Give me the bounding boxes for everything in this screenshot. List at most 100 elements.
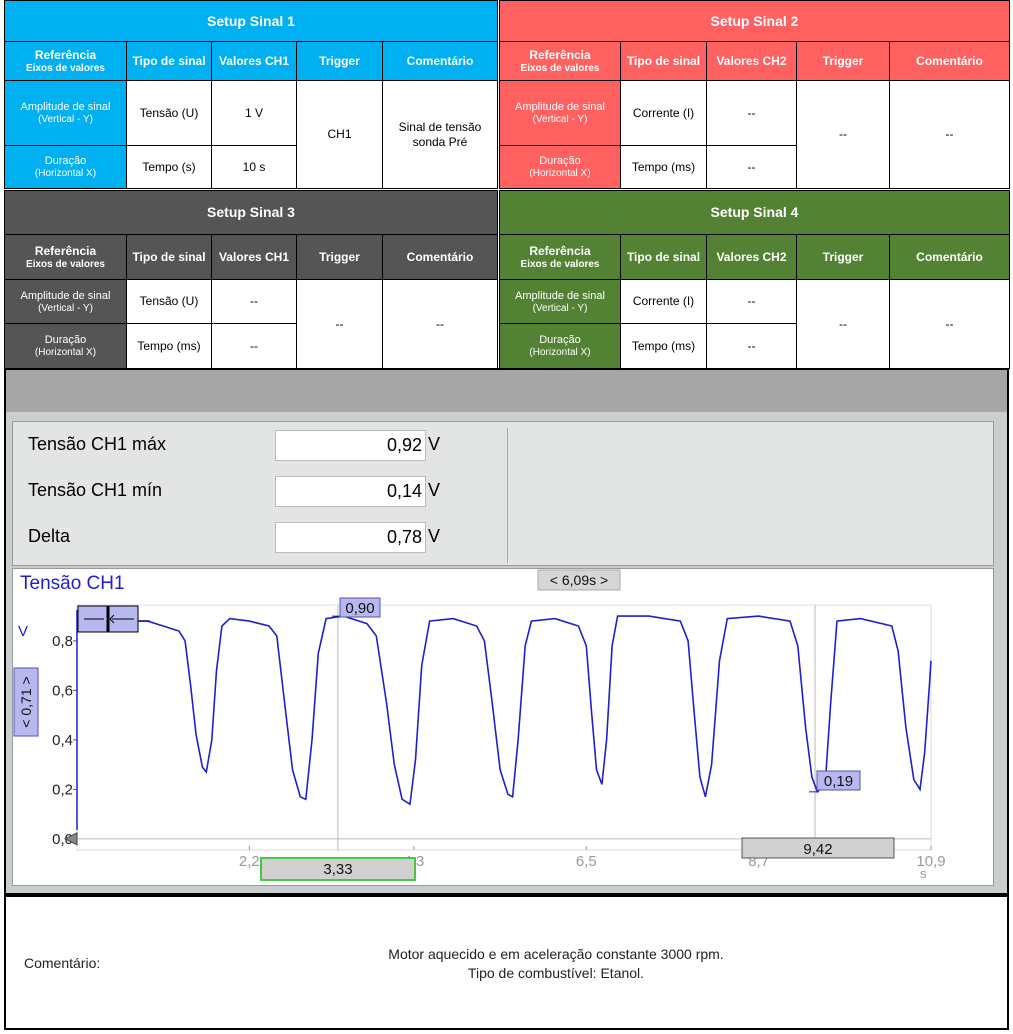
cell-text: Tipo de sinal [626,249,701,264]
chart-panel [12,568,994,886]
x-tick-label: 6,5 [576,853,597,870]
type-cell: Tensão (U) [126,80,212,146]
cell-text: Comentário [406,53,474,68]
cell-text: Comentário [916,249,983,264]
cell-text: Tempo (ms) [631,159,696,174]
cell-title: Duração [539,155,581,167]
cell-text: Comentário [916,53,983,68]
header-cell: Valores CH1 [211,234,297,280]
measure-unit: V [428,480,441,500]
cell-text: Valores CH2 [716,249,787,264]
cell-text: Trigger [319,53,360,68]
plot-frame [76,604,932,851]
cell-title: Duração [539,334,581,346]
cell-text: -- [250,338,258,353]
cell-sub: Eixos de valores [26,62,105,74]
cell-title: Amplitude de sinal [515,101,605,113]
measure-value: 0,92 [275,430,426,461]
cell-text: Setup Sinal 4 [710,204,799,220]
cursor-x-box [741,837,895,859]
y-tick-label: 0,2 [52,781,73,798]
delta-y-label: < 0,71 > [18,676,34,727]
cell-title: Duração [44,334,87,346]
cell-text: Tempo (ms) [631,338,696,353]
row-label: Amplitude de sinal (Vertical - Y) [4,279,127,324]
chart: Tensão CH1Vs0,00,20,40,60,82,24,36,58,71… [13,569,946,881]
cursor-y-label: 0,19 [824,773,853,790]
header-cell: Trigger [296,41,383,81]
cell-text: CH1 [327,127,352,141]
cell-line: -- [945,127,954,141]
cell-text: Setup Sinal 3 [207,204,295,220]
header-cell: Tipo de sinal [620,234,707,280]
measure-unit: V [428,434,441,454]
type-cell: Tempo (s) [126,145,212,189]
cell-text: Setup Sinal 1 [207,12,295,29]
header-cell: Tipo de sinal [126,41,212,81]
cell-text: Tipo de sinal [626,53,701,68]
delta-x-box [537,569,621,591]
cell-text: -- [747,159,756,174]
value-cell: -- [706,80,797,146]
trigger-cell: -- [796,80,890,189]
cursor-y-box [816,770,861,791]
cell-sub: (Vertical - Y) [532,302,588,314]
cell-sub: (Vertical - Y) [38,302,93,314]
cell-text: Tempo (s) [142,159,196,174]
cell-sub: (Horizontal X) [529,168,591,179]
cell-text: Tipo de sinal [132,53,206,68]
value-cell: -- [706,279,797,324]
cell-sub: Eixos de valores [26,258,105,270]
cell-title: Referência [34,47,97,62]
comment-line: Tipo de combustível: Etanol. [467,965,645,981]
value-cell: -- [211,279,297,324]
comment-label: Comentário: [24,955,101,971]
trigger-cell: -- [796,279,890,369]
zero-marker [63,832,78,846]
cell-text: 1 V [244,105,263,120]
divider [507,428,508,563]
cursor-y-label: 0,90 [345,600,374,617]
cell-line: sonda Pré [412,134,468,149]
type-cell: Tempo (ms) [620,323,707,369]
delta-y-box [13,667,39,737]
cell-text: Tempo (ms) [137,338,201,353]
cell-text: Tensão (U) [139,105,199,120]
measurement-panel: Tensão CH1 máx 0,92 V Tensão CH1 mín 0,14 V De… [12,421,994,566]
cell-line: -- [945,316,954,331]
cell-line: -- [436,316,444,331]
comment-cell: -- [382,279,498,369]
cell-text: Tensão (U) [139,294,199,308]
comment-line: Motor aquecido e em aceleração constante… [388,946,724,962]
delta-x-label: < 6,09s > [550,572,608,588]
cell-sub: (Horizontal X) [34,347,97,358]
type-cell: Corrente (I) [620,80,707,146]
header-cell: Trigger [296,234,383,280]
cell-sub: (Vertical - Y) [532,114,588,125]
cell-sub: Eixos de valores [520,62,600,74]
type-cell: Tensão (U) [126,279,212,324]
row-label: Amplitude de sinal (Vertical - Y) [4,80,127,146]
cell-sub: (Horizontal X) [34,168,97,179]
comment-cell: Sinal de tensão sonda Pré [382,80,498,189]
cell-text: -- [747,338,756,353]
y-tick-label: 0,8 [52,633,73,650]
measure-label: Tensão CH1 mín [28,480,163,500]
cell-line: Sinal de tensão [398,119,482,134]
y-tick-label: 0,4 [52,732,73,749]
cell-title: Referência [529,243,591,258]
cell-title: Amplitude de sinal [20,289,111,302]
type-cell: Corrente (I) [620,279,707,324]
value-cell: -- [706,145,797,189]
cell-text: Trigger [822,53,864,68]
cell-title: Referência [529,47,591,62]
cursor-x-label: 3,33 [323,861,352,878]
cell-text: -- [839,316,847,331]
header-cell: Comentário [382,234,498,280]
x-tick-label: 10,9 [916,853,945,870]
cell-sub: (Horizontal X) [529,347,591,358]
cell-text: Trigger [319,249,360,264]
row-label: Duração (Horizontal X) [499,323,621,369]
cell-text: Valores CH1 [218,53,290,68]
setup-tables: Setup Sinal 1 Referência Eixos de valores T… [0,0,1013,370]
